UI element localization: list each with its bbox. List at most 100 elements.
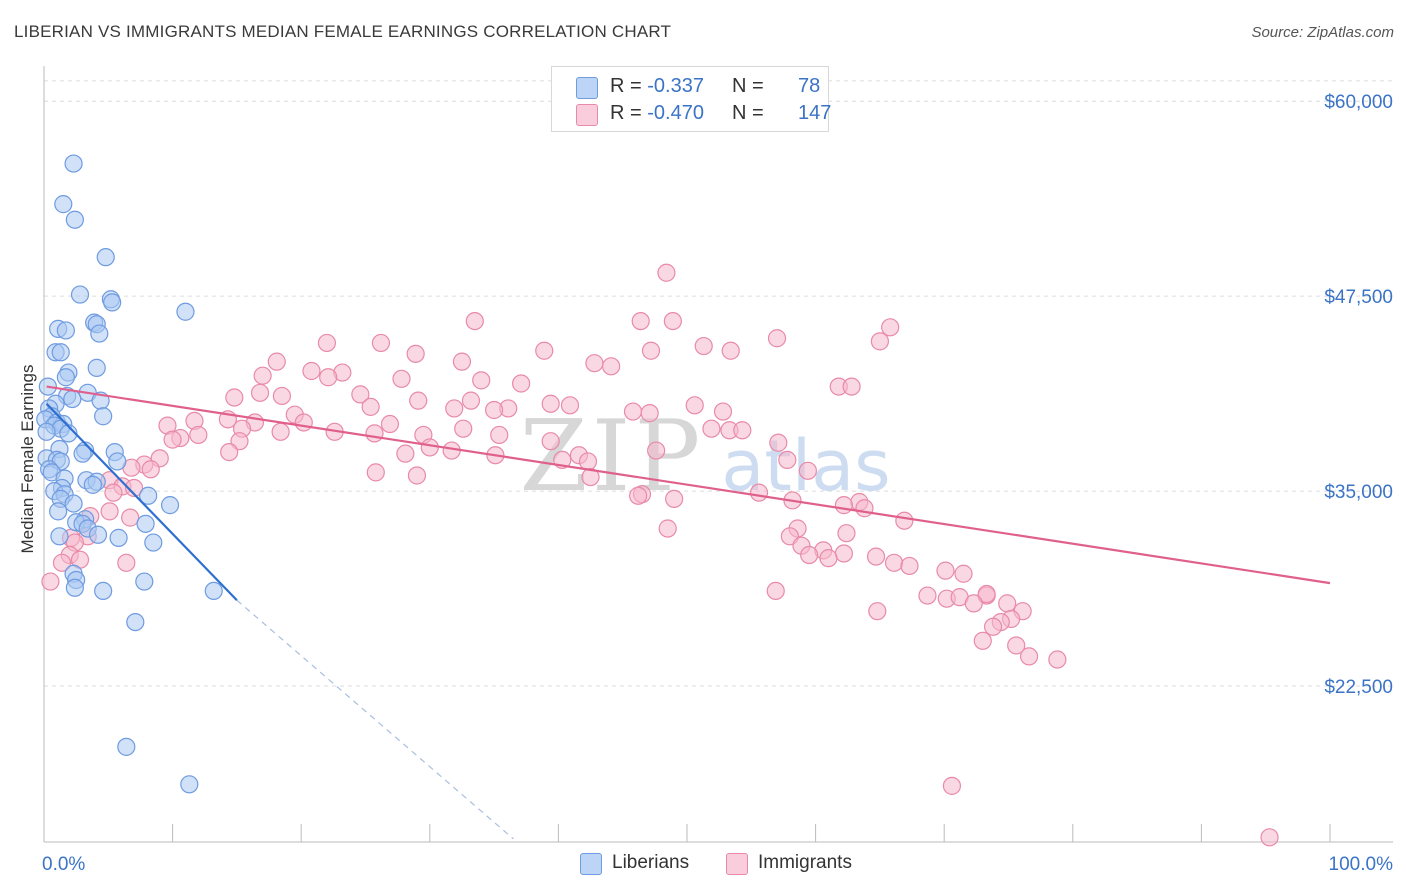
immigrants-point bbox=[317, 333, 337, 353]
immigrants-point bbox=[900, 556, 919, 576]
immigrants-point bbox=[767, 329, 787, 348]
liberians-point bbox=[96, 248, 115, 267]
immigrants-point bbox=[870, 332, 890, 351]
liberians-point bbox=[160, 496, 180, 515]
immigrants-point bbox=[778, 450, 797, 469]
y-tick-labels: $22,500 $35,000 $47,500 $60,000 bbox=[1324, 92, 1393, 698]
liberians-point bbox=[135, 572, 154, 591]
immigrants-point bbox=[351, 385, 370, 404]
immigrants-point bbox=[319, 368, 338, 387]
immigrants-point bbox=[189, 425, 208, 445]
immigrants-point bbox=[490, 425, 509, 445]
immigrants-point bbox=[41, 572, 60, 591]
liberians-point bbox=[88, 525, 108, 544]
liberians-n-value: 78 bbox=[798, 75, 821, 97]
liberians-trend-line bbox=[45, 402, 238, 602]
liberians-point bbox=[94, 581, 113, 601]
immigrants-swatch bbox=[576, 104, 598, 126]
immigrants-trend-line bbox=[46, 385, 1331, 585]
immigrants-point bbox=[104, 483, 123, 502]
immigrants-point bbox=[766, 581, 785, 601]
immigrants-point bbox=[647, 441, 666, 460]
immigrants-point bbox=[977, 584, 996, 604]
correlation-legend: R = -0.337 N = 78 R = -0.470 N = 147 bbox=[551, 66, 832, 132]
immigrants-point bbox=[663, 311, 682, 331]
liberians-point bbox=[70, 285, 90, 304]
immigrants-point bbox=[881, 318, 900, 337]
immigrants-r-value: -0.470 bbox=[647, 102, 704, 124]
immigrants-point bbox=[302, 361, 321, 381]
x-tick-label-max: 100.0% bbox=[1329, 854, 1394, 875]
immigrants-point bbox=[983, 617, 1003, 636]
immigrants-point bbox=[371, 333, 391, 353]
immigrants-point bbox=[973, 631, 992, 650]
immigrants-legend-label: Immigrants bbox=[758, 852, 852, 873]
immigrants-point bbox=[954, 564, 973, 583]
immigrants-point bbox=[454, 419, 473, 438]
liberians-point bbox=[136, 514, 155, 533]
immigrants-point bbox=[267, 352, 286, 371]
liberians-point bbox=[73, 444, 92, 463]
trend-lines bbox=[45, 385, 1331, 840]
immigrants-point bbox=[220, 443, 239, 462]
immigrants-point bbox=[884, 553, 904, 572]
x-tick-label-min: 0.0% bbox=[42, 854, 85, 875]
immigrants-point bbox=[272, 386, 292, 406]
immigrants-point bbox=[452, 352, 472, 371]
immigrants-point bbox=[541, 432, 560, 451]
immigrants-point bbox=[1048, 650, 1067, 669]
y-tick-label: $35,000 bbox=[1324, 482, 1393, 503]
immigrants-point bbox=[163, 430, 182, 449]
immigrants-point bbox=[942, 776, 962, 795]
liberians-point bbox=[64, 494, 83, 513]
r-label: R = bbox=[610, 75, 642, 97]
immigrants-point bbox=[420, 438, 439, 457]
immigrants-point bbox=[641, 341, 661, 360]
n-label: N = bbox=[732, 75, 764, 97]
immigrants-legend-swatch bbox=[726, 853, 748, 875]
liberians-point bbox=[49, 502, 68, 521]
liberians-point bbox=[64, 154, 83, 173]
liberians-point bbox=[94, 407, 113, 426]
immigrants-point bbox=[868, 602, 887, 621]
immigrants-point bbox=[366, 463, 385, 482]
immigrants-point bbox=[733, 421, 752, 440]
liberians-point bbox=[144, 533, 163, 552]
immigrants-point bbox=[1007, 636, 1026, 655]
y-tick-label: $22,500 bbox=[1324, 677, 1393, 698]
immigrants-point bbox=[560, 396, 580, 415]
immigrants-point bbox=[578, 452, 598, 471]
immigrants-point bbox=[100, 502, 119, 521]
immigrants-point bbox=[124, 478, 144, 498]
immigrants-point bbox=[629, 486, 648, 505]
liberians-point bbox=[83, 475, 102, 494]
immigrants-point bbox=[380, 414, 400, 434]
y-tick-label: $47,500 bbox=[1324, 287, 1393, 308]
immigrants-point bbox=[640, 404, 659, 423]
immigrants-point bbox=[365, 424, 384, 443]
grid-lines bbox=[44, 80, 1393, 687]
immigrants-point bbox=[117, 553, 136, 572]
liberians-point bbox=[176, 302, 195, 321]
immigrants-point bbox=[602, 357, 621, 376]
immigrants-point bbox=[472, 371, 491, 390]
liberians-point bbox=[139, 486, 158, 505]
liberians-point bbox=[50, 527, 69, 546]
immigrants-point bbox=[409, 391, 428, 410]
immigrants-point bbox=[250, 383, 270, 402]
immigrants-point bbox=[253, 366, 272, 385]
y-axis-label: Median Female Earnings bbox=[18, 365, 37, 554]
immigrants-point bbox=[52, 553, 72, 572]
immigrants-point bbox=[749, 483, 769, 502]
immigrants-n-value: 147 bbox=[798, 102, 832, 124]
liberians-point bbox=[37, 422, 56, 441]
immigrants-point bbox=[1019, 647, 1039, 666]
immigrants-point bbox=[713, 402, 733, 421]
immigrants-point bbox=[445, 399, 464, 418]
immigrants-point bbox=[406, 344, 425, 363]
liberians-legend-swatch bbox=[580, 853, 602, 875]
immigrants-point bbox=[769, 433, 788, 452]
immigrants-point bbox=[721, 341, 740, 360]
n-label: N = bbox=[732, 102, 764, 124]
